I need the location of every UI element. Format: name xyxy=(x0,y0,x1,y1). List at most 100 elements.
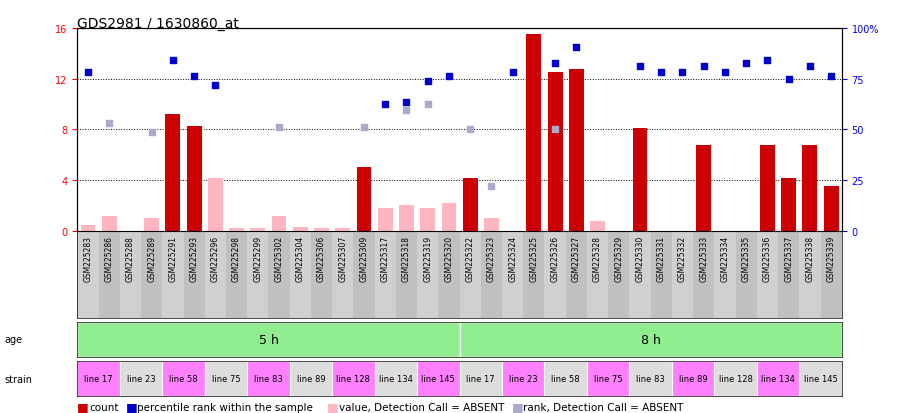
Bar xyxy=(672,231,693,318)
Bar xyxy=(357,168,371,231)
Text: line 89: line 89 xyxy=(679,375,707,383)
Bar xyxy=(226,231,248,318)
Bar xyxy=(98,231,120,318)
Bar xyxy=(502,231,523,318)
Bar xyxy=(757,231,778,318)
Text: GSM225322: GSM225322 xyxy=(466,235,475,282)
Point xyxy=(632,64,647,70)
Point xyxy=(420,79,435,85)
Text: ■: ■ xyxy=(511,400,523,413)
Text: GSM225326: GSM225326 xyxy=(551,235,560,282)
Text: GSM225296: GSM225296 xyxy=(211,235,220,282)
Bar xyxy=(250,229,265,231)
Bar xyxy=(375,231,396,318)
Bar xyxy=(184,231,205,318)
Bar xyxy=(229,229,244,231)
Text: GSM225323: GSM225323 xyxy=(487,235,496,282)
Bar xyxy=(375,361,417,396)
Bar xyxy=(569,69,583,231)
Bar xyxy=(696,145,711,231)
Text: GSM225302: GSM225302 xyxy=(275,235,284,282)
Text: GSM225289: GSM225289 xyxy=(147,235,157,282)
Bar xyxy=(781,178,796,231)
Text: GSM225327: GSM225327 xyxy=(571,235,581,282)
Point xyxy=(484,184,499,190)
Text: rank, Detection Call = ABSENT: rank, Detection Call = ABSENT xyxy=(523,402,683,412)
Text: line 128: line 128 xyxy=(719,375,753,383)
Text: value, Detection Call = ABSENT: value, Detection Call = ABSENT xyxy=(339,402,504,412)
Text: GSM225299: GSM225299 xyxy=(253,235,262,282)
Text: GSM225331: GSM225331 xyxy=(657,235,666,282)
Text: line 89: line 89 xyxy=(297,375,325,383)
Text: GSM225329: GSM225329 xyxy=(614,235,623,282)
Bar xyxy=(268,231,289,318)
Text: line 145: line 145 xyxy=(421,375,455,383)
Point xyxy=(569,45,583,51)
Bar xyxy=(462,178,478,231)
Bar xyxy=(587,231,608,318)
Text: GSM225330: GSM225330 xyxy=(635,235,644,282)
Text: line 75: line 75 xyxy=(212,375,240,383)
Bar xyxy=(248,361,289,396)
Point xyxy=(272,124,287,131)
Point xyxy=(420,102,435,108)
Bar xyxy=(544,231,566,318)
Text: line 58: line 58 xyxy=(169,375,197,383)
Bar xyxy=(544,361,587,396)
Bar xyxy=(187,126,202,231)
Bar xyxy=(441,204,456,231)
Bar xyxy=(460,231,480,318)
Text: GSM225324: GSM225324 xyxy=(508,235,517,282)
Point xyxy=(441,74,456,80)
Text: line 83: line 83 xyxy=(254,375,283,383)
Bar xyxy=(630,361,672,396)
Bar xyxy=(502,361,544,396)
Bar xyxy=(120,361,162,396)
Text: ■: ■ xyxy=(77,400,89,413)
Text: line 17: line 17 xyxy=(467,375,495,383)
Bar xyxy=(821,231,842,318)
Bar xyxy=(632,129,647,231)
Bar xyxy=(439,231,460,318)
Bar xyxy=(77,231,98,318)
Bar xyxy=(77,361,120,396)
Text: line 134: line 134 xyxy=(761,375,795,383)
Bar xyxy=(480,231,502,318)
Bar xyxy=(207,178,223,231)
Bar xyxy=(526,35,541,231)
Bar xyxy=(630,231,651,318)
Bar xyxy=(799,231,821,318)
Text: line 58: line 58 xyxy=(551,375,580,383)
Point xyxy=(145,129,159,136)
Point xyxy=(505,70,520,76)
Text: GSM225334: GSM225334 xyxy=(721,235,730,282)
Bar xyxy=(799,361,842,396)
Point xyxy=(548,127,562,133)
Text: GSM225286: GSM225286 xyxy=(105,235,114,282)
Text: GSM225339: GSM225339 xyxy=(826,235,835,282)
Text: percentile rank within the sample: percentile rank within the sample xyxy=(137,402,313,412)
Bar xyxy=(420,209,435,231)
Point xyxy=(208,83,223,89)
Bar xyxy=(760,145,774,231)
Bar xyxy=(778,231,799,318)
Text: line 17: line 17 xyxy=(85,375,113,383)
Bar xyxy=(162,361,205,396)
Bar xyxy=(824,187,838,231)
Text: GSM225318: GSM225318 xyxy=(402,235,411,282)
Text: GSM225319: GSM225319 xyxy=(423,235,432,282)
Text: strain: strain xyxy=(5,374,33,384)
Text: line 128: line 128 xyxy=(337,375,370,383)
Text: GSM225298: GSM225298 xyxy=(232,235,241,282)
Point xyxy=(760,57,774,64)
Bar xyxy=(399,206,414,231)
Bar xyxy=(289,361,332,396)
Text: line 75: line 75 xyxy=(594,375,622,383)
Text: count: count xyxy=(89,402,118,412)
Text: GSM225304: GSM225304 xyxy=(296,235,305,282)
Point xyxy=(463,127,478,133)
Point xyxy=(803,64,817,70)
Bar xyxy=(205,231,226,318)
Bar xyxy=(293,228,308,231)
Point xyxy=(187,74,201,80)
